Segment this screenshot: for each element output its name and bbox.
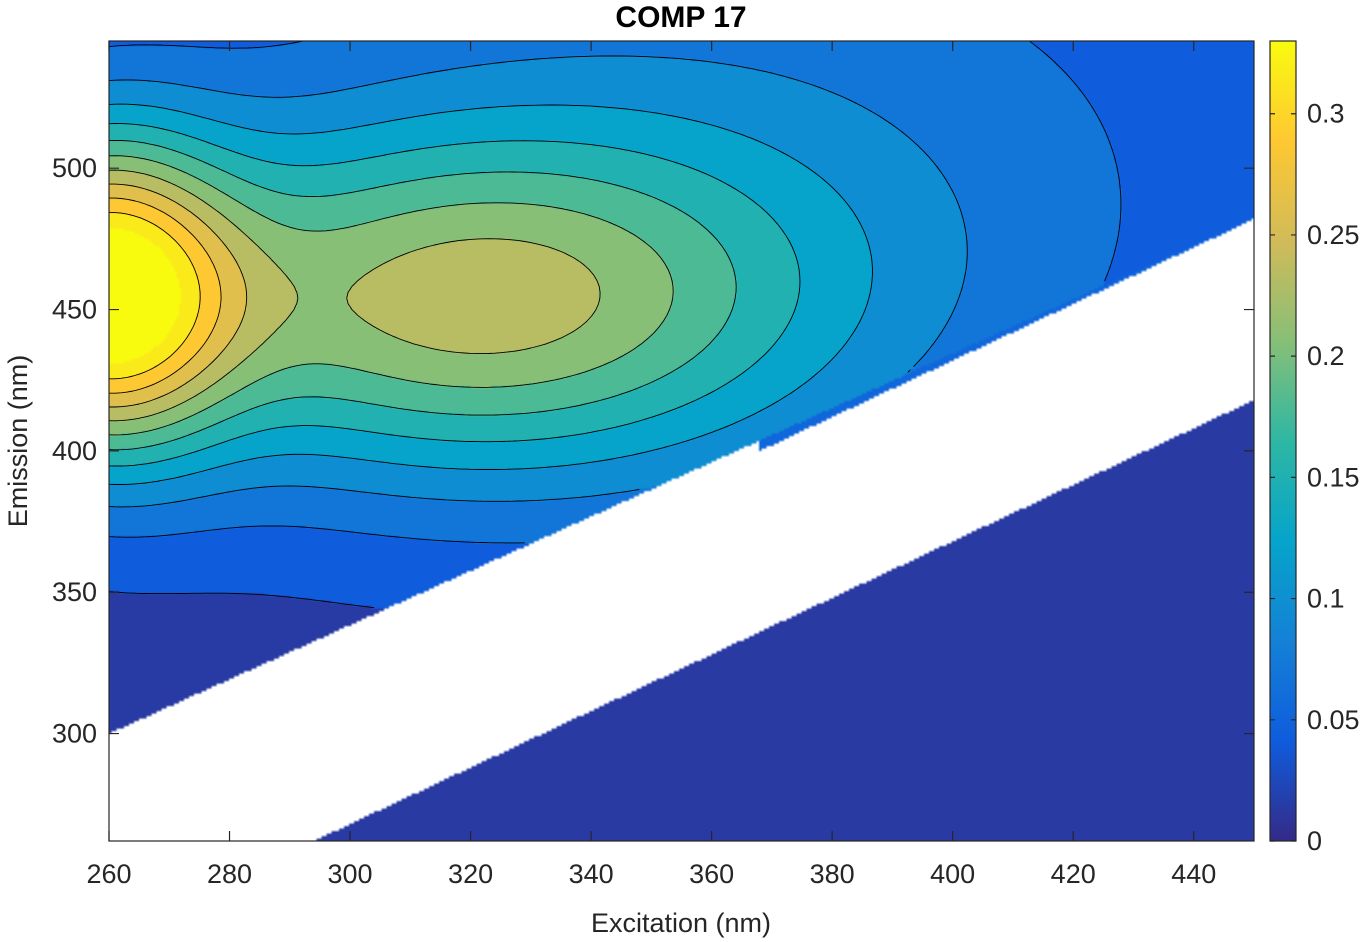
y-axis: 300 350 400 450 500: [52, 153, 1254, 749]
contour-line-8: [109, 169, 601, 422]
x-tick-label: 320: [448, 859, 493, 889]
contour-line-7: [109, 155, 674, 436]
x-tick-label: 420: [1051, 859, 1096, 889]
contour-line-6: [109, 139, 737, 451]
x-tick-label: 300: [328, 859, 373, 889]
x-axis: 260 280 300 320 340 360 380 400 420 440: [86, 41, 1216, 889]
contour-line-3: [109, 55, 968, 508]
colorbar-tick-label: 0.1: [1307, 584, 1345, 614]
contour-line-5: [109, 123, 801, 467]
colorbar-tick-label: 0.05: [1307, 705, 1360, 735]
colorbar-tick-label: 0.15: [1307, 462, 1360, 492]
contour-lines: [109, 41, 1122, 609]
x-tick-label: 440: [1171, 859, 1216, 889]
x-tick-label: 260: [86, 859, 131, 889]
colorbar: 0 0.05 0.1 0.15 0.2 0.25 0.3: [1269, 40, 1360, 856]
contour-line-11: [109, 212, 201, 380]
plot-frame: [108, 40, 1255, 842]
x-axis-label: Excitation (nm): [591, 908, 771, 938]
y-tick-label: 450: [52, 295, 97, 325]
contour-line-9: [109, 183, 248, 408]
colorbar-tick-label: 0.3: [1307, 99, 1345, 129]
x-tick-label: 340: [569, 859, 614, 889]
contour-line-10: [109, 197, 222, 394]
contour-raster: [109, 41, 1254, 841]
x-tick-label: 280: [207, 859, 252, 889]
contour-line-2: [109, 41, 1122, 544]
y-tick-label: 500: [52, 153, 97, 183]
contour-field: [109, 41, 1254, 841]
x-tick-label: 400: [930, 859, 975, 889]
colorbar-ticks: 0 0.05 0.1 0.15 0.2 0.25 0.3: [1270, 99, 1360, 856]
chart-title: COMP 17: [615, 1, 746, 34]
colorbar-tick-label: 0.2: [1307, 341, 1345, 371]
contour-line-4: [109, 103, 873, 485]
colorbar-tick-label: 0.25: [1307, 220, 1360, 250]
colorbar-gradient: [1269, 40, 1297, 842]
x-tick-label: 360: [689, 859, 734, 889]
colorbar-tick-label: 0: [1307, 826, 1322, 856]
y-tick-label: 350: [52, 577, 97, 607]
y-tick-label: 400: [52, 436, 97, 466]
y-axis-label: Emission (nm): [3, 355, 33, 528]
y-tick-label: 300: [52, 719, 97, 749]
x-tick-label: 380: [810, 859, 855, 889]
